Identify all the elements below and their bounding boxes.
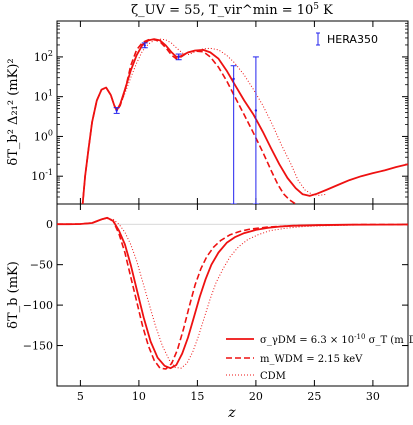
bottom-x-tick-label: 5 xyxy=(77,390,84,403)
hera-point xyxy=(115,109,118,112)
bottom-x-tick-label: 10 xyxy=(132,390,146,403)
bottom-y-tick-label: −50 xyxy=(30,259,53,272)
top-series-dotted xyxy=(82,38,327,204)
bottom-x-tick-label: 15 xyxy=(190,390,204,403)
chart-title: ζ_UV = 55, T_vir^min = 105 K xyxy=(131,2,333,18)
top-panel-axes: 10-1 100 101 102 xyxy=(31,20,408,205)
legend-label-wdm: m_WDM = 2.15 keV xyxy=(260,354,363,365)
top-y-tick-label: 10-1 xyxy=(31,168,53,183)
bottom-x-tick-label: 20 xyxy=(249,390,263,403)
bottom-y-axis-label: δT_b (mK) xyxy=(6,261,21,329)
x-axis-label: z xyxy=(227,405,236,421)
hera-point xyxy=(254,109,258,112)
hera-point xyxy=(177,55,180,59)
bottom-y-tick-label: −150 xyxy=(23,340,53,353)
hera-point xyxy=(143,44,146,47)
legend-label-cdm: CDM xyxy=(260,371,286,382)
bottom-series-dashed xyxy=(57,217,408,370)
legend-label-sigma: σ_γDM = 6.3 × 10-10 σ_T (m_DM/GeV) xyxy=(260,333,413,346)
bottom-y-tick-label: −100 xyxy=(23,299,53,312)
top-y-tick-label: 101 xyxy=(34,89,53,104)
bottom-panel-plot xyxy=(57,216,408,370)
top-panel-frame xyxy=(56,20,409,205)
bottom-x-tick-label: 25 xyxy=(307,390,321,403)
hera-point xyxy=(232,77,235,81)
top-y-axis-label: δT_b² Δ₂₁² (mK)² xyxy=(6,58,21,165)
hera-legend: HERA350 xyxy=(316,32,378,46)
top-series-dashed xyxy=(81,38,297,204)
bottom-y-tick-label: 0 xyxy=(46,218,53,231)
bottom-panel-axes: 0 −50 −100 −150 5 10 15 20 25 30 xyxy=(23,204,408,403)
hera-legend-label: HERA350 xyxy=(327,33,378,46)
model-legend: σ_γDM = 6.3 × 10-10 σ_T (m_DM/GeV) m_WDM… xyxy=(226,333,413,382)
top-y-tick-label: 102 xyxy=(34,49,53,64)
top-y-tick-label: 100 xyxy=(34,128,53,143)
top-panel-plot xyxy=(81,38,408,204)
bottom-series-dotted xyxy=(57,218,408,369)
top-series-solid xyxy=(81,38,408,204)
bottom-x-tick-label: 30 xyxy=(366,390,380,403)
bottom-series-solid xyxy=(57,216,408,370)
